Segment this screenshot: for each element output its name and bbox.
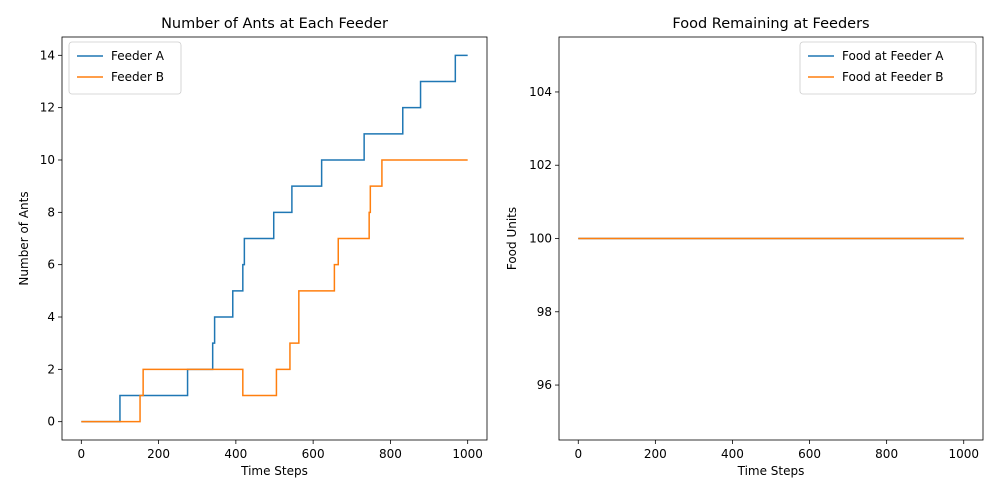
x-tick-label: 1000 bbox=[452, 447, 483, 461]
y-tick-label: 0 bbox=[47, 415, 55, 429]
legend-box bbox=[799, 41, 977, 95]
legend-label: Feeder B bbox=[111, 70, 164, 84]
y-axis-label: Food Units bbox=[505, 207, 519, 270]
y-tick-label: 14 bbox=[40, 48, 55, 62]
legend-box bbox=[68, 41, 182, 95]
series-line-feeder-b bbox=[81, 159, 468, 423]
x-tick-label: 400 bbox=[224, 447, 247, 461]
x-tick-label: 600 bbox=[302, 447, 325, 461]
y-tick-label: 104 bbox=[529, 85, 552, 99]
chart-1: 0 200 400 600 800 1000 0 2 4 6 8 10 12 14 Number of An… bbox=[17, 16, 488, 478]
legend: Feeder A Feeder B bbox=[68, 41, 182, 95]
y-tick-label: 102 bbox=[529, 158, 552, 172]
y-tick-label: 4 bbox=[47, 310, 55, 324]
y-tick-label: 12 bbox=[40, 101, 55, 115]
legend: Food at Feeder A Food at Feeder B bbox=[799, 41, 977, 95]
y-axis-label: Number of Ants bbox=[17, 191, 31, 285]
y-tick-label: 98 bbox=[537, 305, 552, 319]
legend-label: Food at Feeder B bbox=[842, 70, 943, 84]
plot-frame bbox=[61, 36, 488, 441]
y-tick-label: 96 bbox=[537, 378, 552, 392]
y-tick-label: 8 bbox=[47, 205, 55, 219]
y-tick-label: 6 bbox=[47, 258, 55, 272]
x-tick-label: 800 bbox=[875, 447, 898, 461]
x-axis-label: Time Steps bbox=[737, 464, 805, 478]
y-tick-label: 10 bbox=[40, 153, 55, 167]
series-line-feeder-a bbox=[81, 54, 468, 423]
chart-2: 0 200 400 600 800 1000 96 98 100 102 104 Food Remai… bbox=[505, 16, 984, 478]
x-tick-label: 0 bbox=[77, 447, 85, 461]
legend-label: Feeder A bbox=[111, 49, 165, 63]
y-tick-label: 2 bbox=[47, 362, 55, 376]
x-tick-label: 800 bbox=[379, 447, 402, 461]
x-tick-label: 1000 bbox=[948, 447, 979, 461]
y-tick-label: 100 bbox=[529, 232, 552, 246]
chart-title: Number of Ants at Each Feeder bbox=[161, 16, 388, 32]
x-tick-label: 400 bbox=[721, 447, 744, 461]
x-tick-label: 200 bbox=[644, 447, 667, 461]
chart-title: Food Remaining at Feeders bbox=[672, 16, 869, 32]
x-axis-label: Time Steps bbox=[240, 464, 308, 478]
legend-label: Food at Feeder A bbox=[842, 49, 944, 63]
x-tick-label: 0 bbox=[574, 447, 582, 461]
x-tick-label: 600 bbox=[798, 447, 821, 461]
x-tick-label: 200 bbox=[147, 447, 170, 461]
